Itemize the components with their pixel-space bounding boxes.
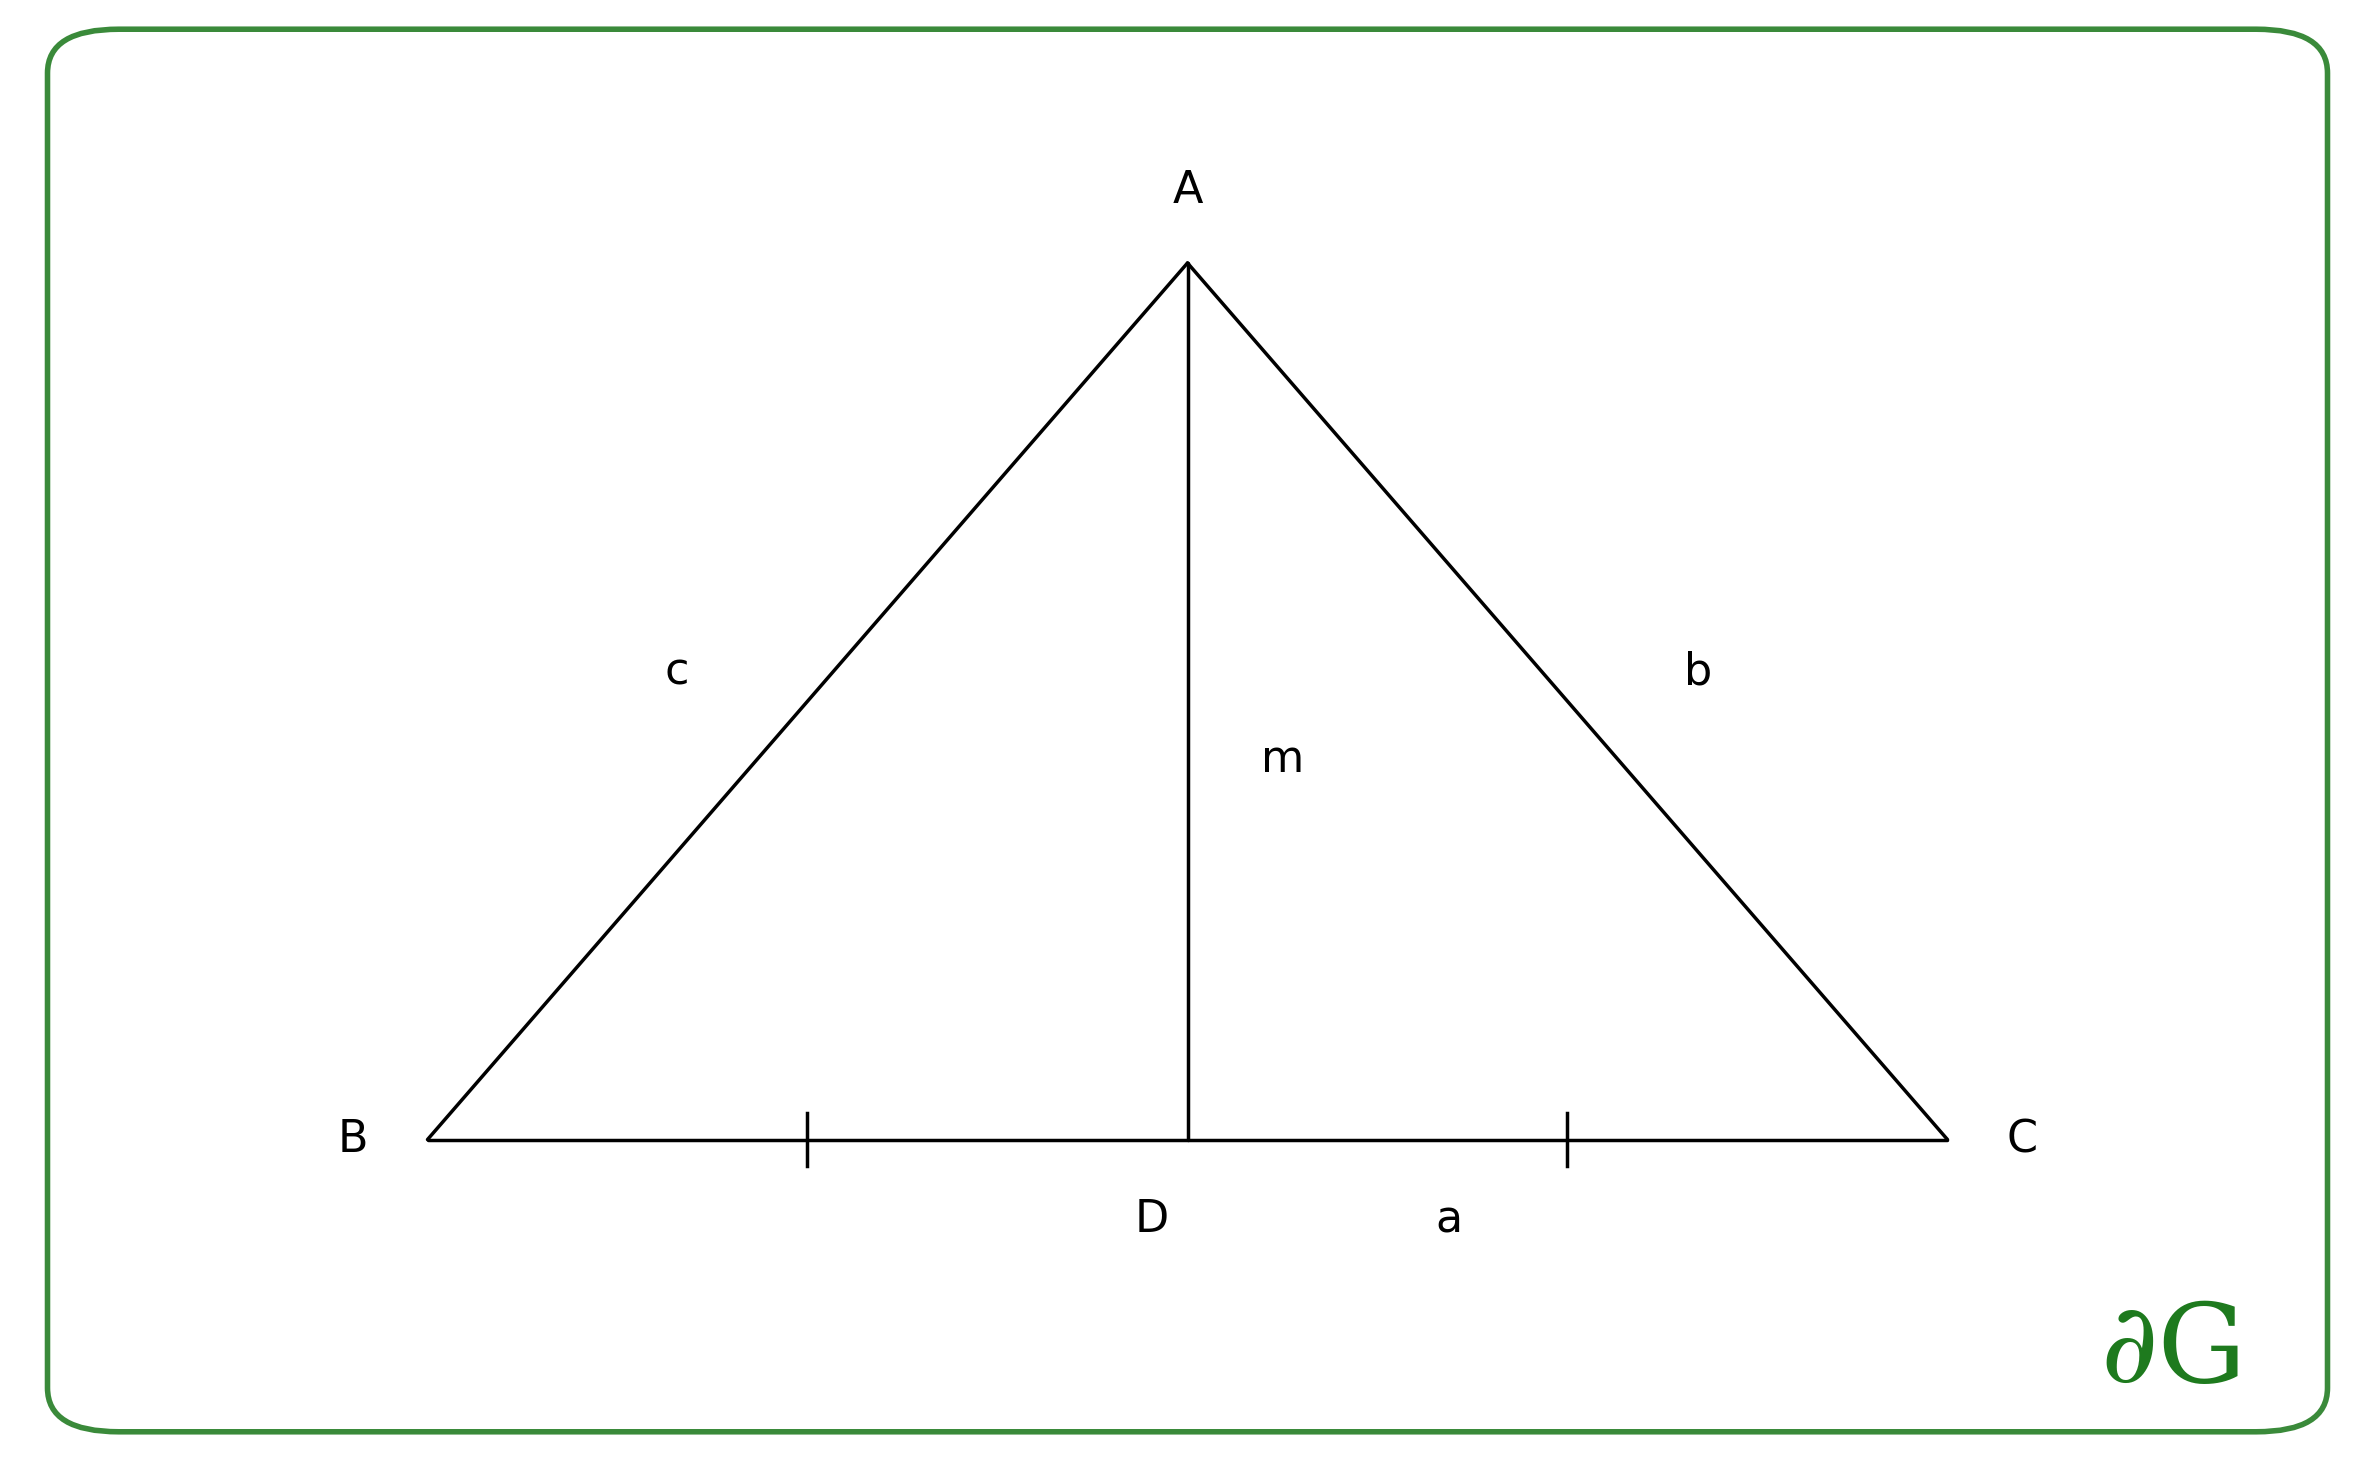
Text: a: a [1434, 1198, 1463, 1240]
Text: b: b [1684, 650, 1712, 694]
Text: D: D [1135, 1198, 1168, 1240]
Text: c: c [665, 650, 689, 694]
Text: B: B [337, 1118, 368, 1161]
Text: A: A [1173, 169, 1202, 212]
Text: m: m [1261, 738, 1304, 782]
Text: C: C [2007, 1118, 2038, 1161]
Text: ∂G: ∂G [2100, 1297, 2247, 1405]
